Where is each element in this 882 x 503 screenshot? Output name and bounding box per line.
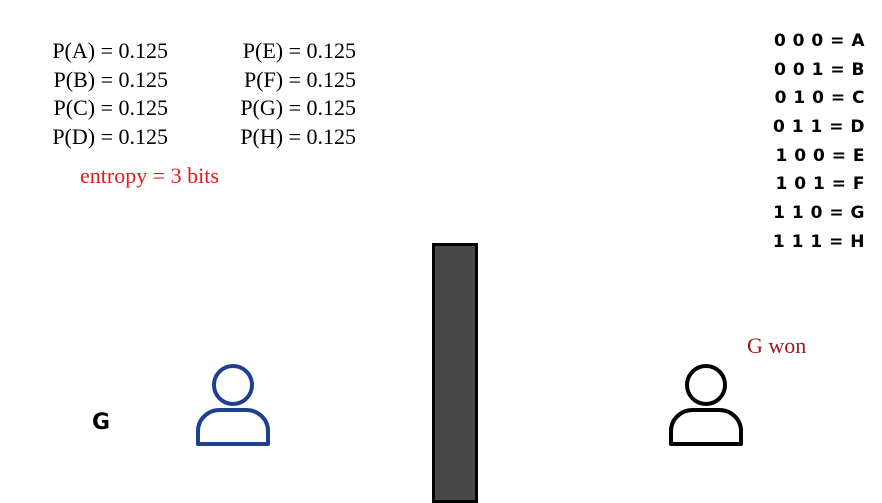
person-icon [196, 364, 270, 446]
sender-person-icon [194, 362, 272, 448]
person-icon [669, 364, 743, 446]
probability-row: P(B) = 0.125 P(F) = 0.125 [26, 66, 366, 95]
probability-row: P(C) = 0.125 P(G) = 0.125 [26, 94, 366, 123]
probability-b: P(B) = 0.125 [53, 66, 168, 92]
probability-f: P(F) = 0.125 [243, 66, 356, 92]
probability-a: P(A) = 0.125 [52, 38, 168, 63]
probability-g: P(G) = 0.125 [240, 95, 356, 120]
code-row-h: 1 1 1 = H [772, 231, 865, 252]
sender-message: G [92, 410, 111, 435]
probability-e: P(E) = 0.125 [242, 38, 356, 63]
barrier-wall [432, 243, 478, 503]
probability-row: P(D) = 0.125 P(H) = 0.125 [26, 123, 366, 152]
code-row-d: 0 1 1 = D [772, 117, 865, 138]
code-row-e: 1 0 0 = E [775, 145, 865, 166]
entropy-label: entropy = 3 bits [80, 163, 219, 188]
code-table: 0 0 0 = A 0 0 1 = B 0 1 0 = C 0 1 1 = D … [773, 27, 865, 257]
probability-h: P(H) = 0.125 [240, 123, 356, 149]
code-row-c: 0 1 0 = C [774, 88, 865, 109]
receiver-person-icon [667, 362, 745, 448]
code-row-g: 1 1 0 = G [773, 203, 865, 224]
receiver-message: G won [747, 333, 807, 358]
probability-table: P(A) = 0.125 P(E) = 0.125 P(B) = 0.125 P… [26, 37, 366, 151]
code-row-f: 1 0 1 = F [775, 174, 865, 195]
probability-c: P(C) = 0.125 [53, 95, 168, 120]
code-row-a: 0 0 0 = A [773, 31, 865, 51]
probability-row: P(A) = 0.125 P(E) = 0.125 [26, 37, 366, 66]
probability-d: P(D) = 0.125 [52, 123, 168, 149]
code-row-b: 0 0 1 = B [774, 59, 865, 80]
